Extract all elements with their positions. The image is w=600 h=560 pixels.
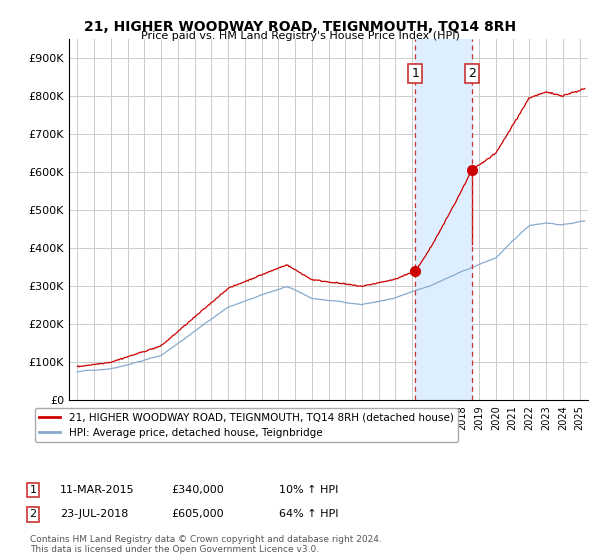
Text: Price paid vs. HM Land Registry's House Price Index (HPI): Price paid vs. HM Land Registry's House … [140, 31, 460, 41]
Text: 11-MAR-2015: 11-MAR-2015 [60, 485, 134, 495]
Text: 2: 2 [29, 509, 37, 519]
Text: 2: 2 [468, 67, 476, 80]
Text: 1: 1 [412, 67, 419, 80]
Text: £605,000: £605,000 [171, 509, 224, 519]
Text: 10% ↑ HPI: 10% ↑ HPI [279, 485, 338, 495]
Text: 64% ↑ HPI: 64% ↑ HPI [279, 509, 338, 519]
Bar [415, 39, 472, 400]
Text: 23-JUL-2018: 23-JUL-2018 [60, 509, 128, 519]
Text: 21, HIGHER WOODWAY ROAD, TEIGNMOUTH, TQ14 8RH: 21, HIGHER WOODWAY ROAD, TEIGNMOUTH, TQ1… [84, 20, 516, 34]
Text: Contains HM Land Registry data © Crown copyright and database right 2024.
This d: Contains HM Land Registry data © Crown c… [30, 535, 382, 554]
Legend: 21, HIGHER WOODWAY ROAD, TEIGNMOUTH, TQ14 8RH (detached house), HPI: Average pri: 21, HIGHER WOODWAY ROAD, TEIGNMOUTH, TQ1… [35, 408, 458, 442]
Text: £340,000: £340,000 [171, 485, 224, 495]
Text: 1: 1 [29, 485, 37, 495]
